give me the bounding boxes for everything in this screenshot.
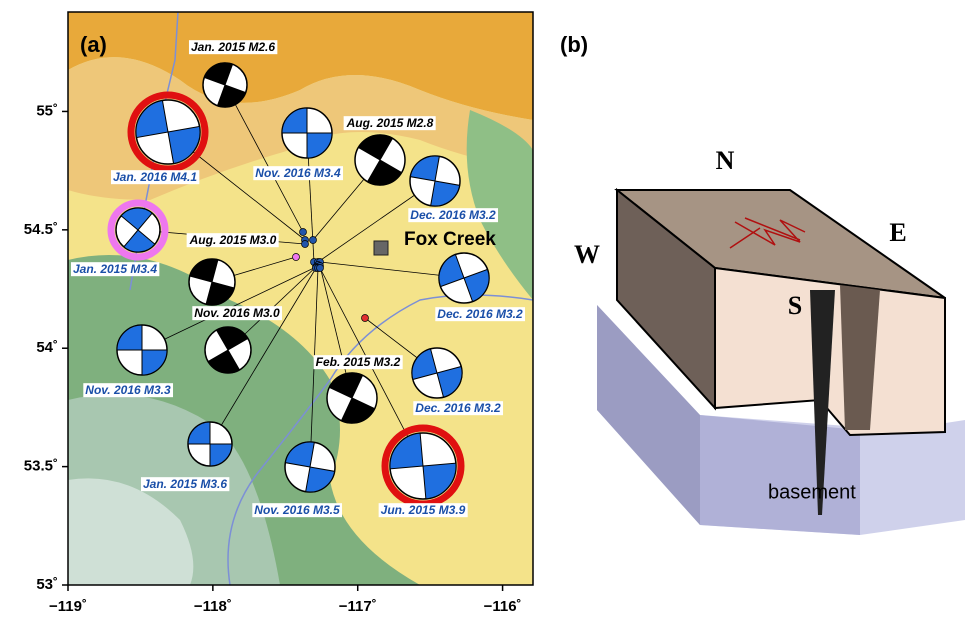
- event-label: Nov. 2016 M3.5: [254, 503, 340, 517]
- y-tick-label: 53.5˚: [24, 458, 58, 475]
- event-label: Jan. 2015 M3.6: [143, 477, 227, 491]
- panel-label: (a): [80, 32, 107, 57]
- event-label: Nov. 2016 M3.3: [85, 383, 171, 397]
- y-tick-label: 53˚: [36, 576, 58, 593]
- panel-label: (b): [560, 32, 588, 57]
- x-tick-label: −116˚: [484, 598, 522, 615]
- x-tick-label: −117˚: [339, 598, 377, 615]
- south-label: S: [788, 291, 802, 320]
- west-label: W: [574, 240, 600, 269]
- x-tick-label: −118˚: [194, 598, 232, 615]
- epicenter: [300, 229, 307, 236]
- event-label: Nov. 2016 M3.4: [255, 166, 341, 180]
- town-marker: [374, 241, 388, 255]
- y-tick-label: 54˚: [36, 339, 58, 356]
- epicenter: [310, 237, 317, 244]
- epicenter: [302, 241, 309, 248]
- event-label: Nov. 2016 M3.0: [194, 306, 280, 320]
- event-label: Jan. 2015 M2.6: [191, 40, 275, 54]
- event-label: Dec. 2016 M3.2: [415, 401, 501, 415]
- event-label: Aug. 2015 M3.0: [189, 233, 277, 247]
- x-tick-label: −119˚: [49, 598, 87, 615]
- epicenter: [362, 315, 369, 322]
- epicenter: [293, 254, 300, 261]
- block-diagram: basement N S E W: [574, 146, 965, 535]
- event-label: Dec. 2016 M3.2: [410, 208, 496, 222]
- event-label: Jun. 2015 M3.9: [381, 503, 466, 517]
- town-label: Fox Creek: [404, 229, 496, 250]
- figure: (a) Fox Creek Jan. 2015 M2.6 Jan. 2016 M4…: [0, 0, 966, 619]
- event-label: Jan. 2015 M3.4: [73, 262, 157, 276]
- y-tick-label: 54.5˚: [24, 221, 58, 238]
- event-label: Dec. 2016 M3.2: [437, 307, 523, 321]
- event-label: Feb. 2015 M3.2: [316, 355, 401, 369]
- epicenter: [317, 265, 324, 272]
- east-label: E: [889, 218, 906, 247]
- north-label: N: [716, 146, 735, 175]
- event-label: Jan. 2016 M4.1: [113, 170, 197, 184]
- event-label: Aug. 2015 M2.8: [346, 116, 434, 130]
- y-tick-label: 55˚: [36, 102, 58, 119]
- basement-label: basement: [768, 481, 856, 503]
